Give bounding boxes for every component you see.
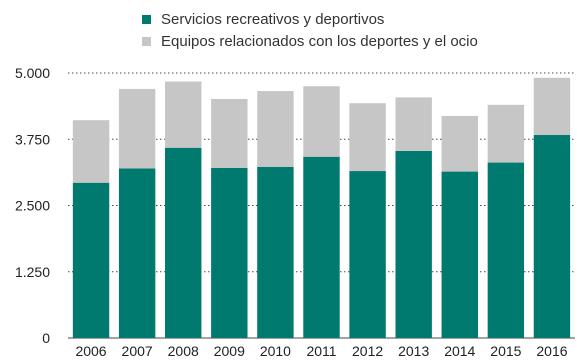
x-tick-label: 2006 xyxy=(75,343,106,359)
bar-servicios xyxy=(72,182,110,338)
bar-equipos xyxy=(72,120,110,183)
bar-equipos xyxy=(395,97,432,151)
x-tick-label: 2007 xyxy=(122,343,153,359)
legend-item-servicios: Servicios recreativos y deportivos xyxy=(142,8,478,30)
bar-servicios xyxy=(441,171,478,338)
bar-servicios xyxy=(533,135,571,338)
y-tick-label: 2.500 xyxy=(15,198,50,214)
bar-equipos xyxy=(118,88,156,169)
x-tick-label: 2013 xyxy=(398,343,429,359)
x-tick-label: 2008 xyxy=(168,343,199,359)
bar-equipos xyxy=(257,91,294,167)
bar-servicios xyxy=(211,167,248,338)
bar-servicios xyxy=(257,166,294,338)
legend-swatch-servicios xyxy=(142,14,151,24)
bar-servicios xyxy=(118,168,156,338)
y-tick-label: 0 xyxy=(42,330,50,346)
x-tick-label: 2012 xyxy=(352,343,383,359)
bar-equipos xyxy=(303,86,340,157)
bar-equipos xyxy=(533,77,571,136)
y-tick-label: 3.750 xyxy=(15,131,50,147)
legend-label-equipos: Equipos relacionados con los deportes y … xyxy=(161,32,478,50)
bar-equipos xyxy=(487,104,525,163)
x-tick-label: 2009 xyxy=(214,343,245,359)
y-tick-label: 1.250 xyxy=(15,264,50,280)
x-tick-label: 2016 xyxy=(536,343,567,359)
bar-servicios xyxy=(165,147,202,338)
legend-item-equipos: Equipos relacionados con los deportes y … xyxy=(142,30,478,52)
legend: Servicios recreativos y deportivos Equip… xyxy=(142,8,478,52)
bar-servicios xyxy=(487,162,525,338)
legend-label-servicios: Servicios recreativos y deportivos xyxy=(161,10,385,28)
x-tick-label: 2011 xyxy=(306,343,336,359)
x-tick-label: 2015 xyxy=(490,343,521,359)
legend-swatch-equipos xyxy=(142,36,151,46)
bar-servicios xyxy=(349,171,386,338)
bar-equipos xyxy=(211,98,248,168)
bar-equipos xyxy=(165,81,202,148)
x-tick-label: 2014 xyxy=(444,343,475,359)
y-tick-label: 5.000 xyxy=(15,65,50,81)
bar-equipos xyxy=(441,115,478,172)
x-tick-label: 2010 xyxy=(260,343,291,359)
bar-equipos xyxy=(349,103,386,172)
bar-servicios xyxy=(395,150,432,338)
bar-servicios xyxy=(303,156,340,338)
